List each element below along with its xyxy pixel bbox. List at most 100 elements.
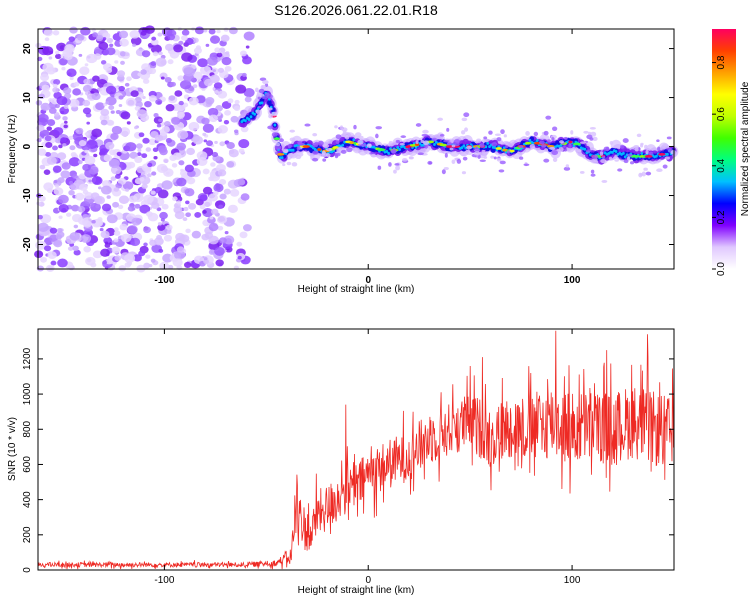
heatmap-noise-blob — [127, 161, 136, 169]
heatmap-noise-blob — [116, 151, 122, 156]
heatmap-noise-blob — [120, 60, 125, 65]
snr-y-label: SNR (10 * v/v) — [7, 417, 18, 481]
heatmap-noise-blob — [48, 98, 53, 102]
heatmap-noise-blob — [224, 230, 229, 235]
heatmap-track-speckle — [666, 136, 672, 140]
heatmap-noise-blob — [134, 96, 142, 104]
heatmap-noise-blob — [53, 240, 63, 248]
heatmap-noise-blob — [177, 111, 185, 118]
heatmap-noise-blob — [196, 151, 208, 161]
heatmap-noise-blob — [125, 188, 130, 192]
heatmap-noise-blob — [207, 216, 216, 224]
heatmap-track-speckle — [563, 136, 568, 140]
heatmap-noise-blob — [171, 163, 178, 168]
heatmap-track-speckle — [353, 124, 357, 130]
heatmap-noise-blob — [216, 52, 223, 58]
heatmap-noise-blob — [219, 193, 227, 200]
heatmap-noise-blob — [141, 27, 149, 33]
heatmap-x-tick-label: 100 — [564, 275, 581, 286]
heatmap-noise-blob — [114, 60, 119, 64]
heatmap-track-speckle — [639, 173, 644, 176]
heatmap-track-speckle — [630, 161, 635, 165]
heatmap-noise-blob — [235, 84, 247, 94]
heatmap-hot-spot — [631, 154, 640, 158]
heatmap-noise-blob — [152, 51, 159, 57]
heatmap-noise-blob — [126, 121, 131, 125]
heatmap-noise-blob — [100, 248, 110, 257]
heatmap-noise-blob — [44, 135, 52, 142]
heatmap-noise-blob — [180, 168, 184, 172]
heatmap-noise-blob — [199, 204, 206, 210]
heatmap-noise-blob — [92, 250, 103, 259]
heatmap-noise-blob — [202, 123, 214, 133]
heatmap-noise-blob — [66, 212, 72, 217]
heatmap-noise-blob — [62, 143, 67, 147]
heatmap-track-speckle — [339, 125, 344, 130]
heatmap-noise-blob — [60, 137, 67, 143]
heatmap-track-speckle — [461, 117, 468, 122]
heatmap-track-speckle — [267, 107, 273, 111]
heatmap-track-speckle — [657, 146, 661, 152]
heatmap-noise-blob — [92, 75, 100, 82]
heatmap-noise-blob — [95, 102, 105, 111]
heatmap-noise-blob — [49, 227, 58, 234]
heatmap-track-speckle — [547, 139, 551, 143]
heatmap-noise-blob — [63, 87, 72, 95]
heatmap-track-speckle — [579, 170, 585, 174]
heatmap-noise-blob — [195, 45, 202, 50]
heatmap-noise-blob — [164, 77, 172, 83]
heatmap-noise-blob — [239, 231, 248, 239]
heatmap-track-speckle — [640, 142, 644, 146]
heatmap-track-speckle — [257, 96, 261, 100]
heatmap-noise-blob — [108, 158, 120, 169]
heatmap-noise-blob — [146, 211, 153, 217]
heatmap-noise-blob — [56, 227, 63, 233]
colorbar-tick-label: 0.4 — [716, 158, 727, 172]
heatmap-hot-spot — [317, 148, 322, 151]
heatmap-noise-blob — [82, 84, 92, 93]
heatmap-track-speckle — [451, 159, 456, 164]
heatmap-track-speckle — [312, 132, 318, 137]
heatmap-track-speckle — [340, 149, 347, 154]
heatmap-noise-blob — [206, 140, 214, 147]
heatmap-track-speckle — [540, 144, 547, 148]
heatmap-noise-blob — [224, 109, 231, 116]
heatmap-signal-blob — [484, 145, 488, 149]
heatmap-track-speckle — [590, 169, 595, 174]
heatmap-noise-blob — [176, 200, 182, 205]
heatmap-track-speckle — [634, 147, 639, 152]
heatmap-track-speckle — [415, 123, 422, 127]
heatmap-noise-blob — [213, 190, 219, 196]
heatmap-hot-spot — [657, 152, 666, 156]
heatmap-noise-blob — [69, 76, 74, 81]
heatmap-noise-blob — [75, 127, 84, 135]
heatmap-noise-blob — [220, 34, 230, 42]
heatmap-noise-blob — [136, 143, 143, 149]
heatmap-noise-blob — [99, 148, 108, 156]
heatmap-noise-blob — [142, 78, 150, 84]
heatmap-noise-blob — [48, 107, 57, 114]
heatmap-noise-blob — [207, 107, 219, 117]
heatmap-signal-blob — [247, 118, 251, 122]
heatmap-track-speckle — [388, 162, 392, 167]
heatmap-noise-blob — [219, 237, 227, 244]
colorbar-tick-label: 0.2 — [716, 210, 727, 224]
heatmap-track-speckle — [523, 163, 530, 166]
heatmap-signal-blob — [352, 138, 356, 142]
heatmap-track-speckle — [261, 84, 266, 89]
heatmap-noise-blob — [238, 148, 245, 154]
heatmap-noise-blob — [120, 111, 131, 120]
heatmap-noise-blob — [71, 101, 77, 106]
heatmap-track-speckle — [421, 133, 428, 137]
snr-y-tick-label: 1200 — [22, 347, 33, 370]
heatmap-noise-blob — [80, 234, 92, 243]
heatmap-track-speckle — [645, 171, 652, 176]
heatmap-noise-blob — [105, 67, 113, 74]
heatmap-track-speckle — [297, 140, 303, 145]
heatmap-noise-blob — [124, 253, 136, 263]
heatmap-noise-blob — [153, 113, 159, 118]
heatmap-noise-blob — [144, 25, 155, 34]
heatmap-noise-blob — [188, 203, 197, 210]
heatmap-y-tick-label: -10 — [22, 188, 33, 203]
heatmap-noise-blob — [56, 152, 67, 160]
